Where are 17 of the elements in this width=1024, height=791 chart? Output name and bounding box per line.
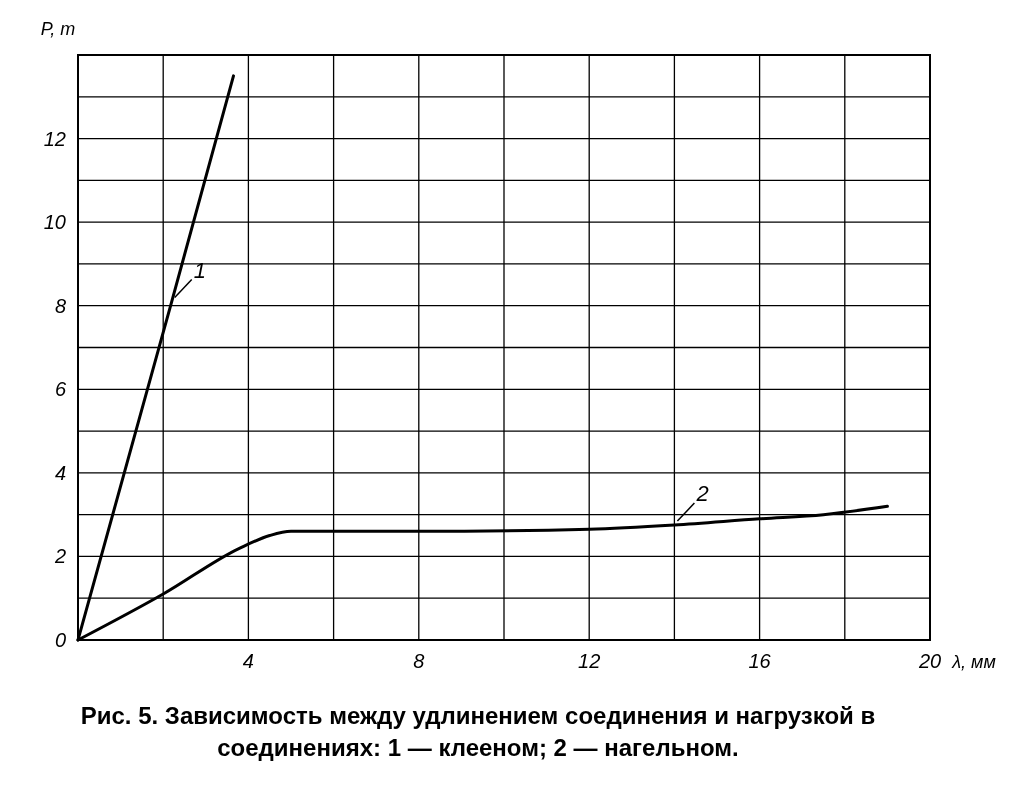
y-tick-label: 12 <box>43 127 66 150</box>
series-label: 2 <box>695 481 709 507</box>
series-label: 1 <box>193 257 206 283</box>
x-tick-label: 12 <box>578 650 601 672</box>
text: Рис. 5. Зависимость между удлинением соединения и нагрузкой в соединениях: 1 — клееном; 2 — нагельном. <box>79 701 877 763</box>
y-tick-label: 0 <box>54 629 66 651</box>
x-tick-label: 20 <box>917 650 942 672</box>
x-tick-label: 8 <box>413 650 425 672</box>
y-tick-label: 2 <box>53 545 66 568</box>
y-tick-label: 6 <box>54 378 67 401</box>
y-tick-label: 10 <box>43 211 66 234</box>
x-axis-title: λ, мм <box>951 652 996 672</box>
y-tick-label: 8 <box>54 294 66 317</box>
x-tick-label: 16 <box>748 650 772 672</box>
x-tick-label: 4 <box>242 650 254 672</box>
y-axis-title: P, т <box>40 19 76 39</box>
y-tick-label: 4 <box>54 461 66 484</box>
